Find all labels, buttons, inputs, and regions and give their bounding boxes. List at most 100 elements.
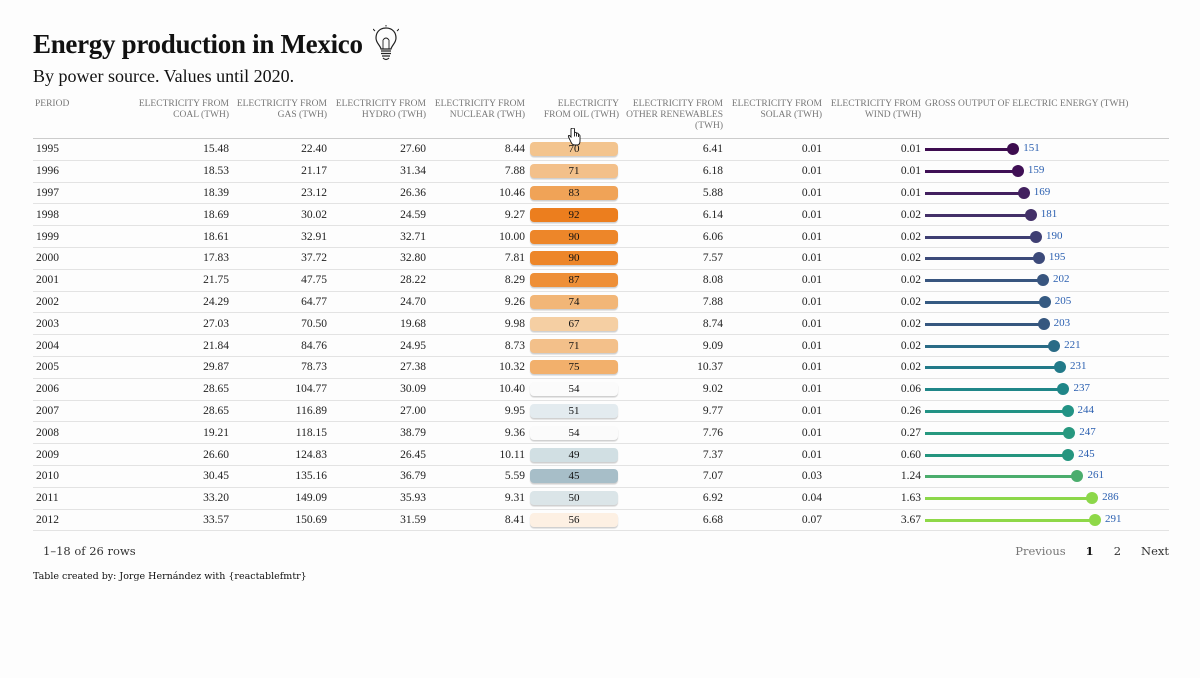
cell-wind: 0.01 xyxy=(824,138,923,161)
oil-value-pill: 50 xyxy=(530,491,618,506)
cell-gross-output: 244 xyxy=(923,400,1169,423)
lollipop-dot xyxy=(1007,143,1020,156)
table-body: 1995 15.48 22.40 27.60 8.44 70 6.41 0.01 0.01 151… xyxy=(33,138,1169,532)
pagination: Previous 1 2 Next xyxy=(995,544,1169,558)
table-row: 2007 28.65 116.89 27.00 9.95 51 9.77 0.01 0.26 24… xyxy=(33,400,1169,423)
lightbulb-icon xyxy=(372,25,399,61)
lollipop-dot xyxy=(1086,492,1099,505)
page: Energy production in Mexico By power sou… xyxy=(33,24,1169,582)
cell-other-renewables: 7.76 xyxy=(621,421,725,445)
cell-period: 1997 xyxy=(33,182,133,205)
cell-solar: 0.01 xyxy=(725,138,824,161)
cell-oil: 51 xyxy=(527,400,621,423)
previous-button[interactable]: Previous xyxy=(1015,544,1066,559)
header-wind[interactable]: ELECTRICITY FROM WIND (TWH) xyxy=(824,95,923,139)
cell-gross-output: 247 xyxy=(923,421,1169,445)
table-row: 2008 19.21 118.15 38.79 9.36 54 7.76 0.01 0.27 24… xyxy=(33,421,1169,445)
header-other-renewables[interactable]: ELECTRICITY FROM OTHER RENEWABLES (TWH) xyxy=(621,95,725,139)
cell-gas: 116.89 xyxy=(231,400,329,423)
cell-coal: 21.75 xyxy=(133,269,231,292)
cell-period: 2002 xyxy=(33,291,133,314)
header-solar[interactable]: ELECTRICITY FROM SOLAR (TWH) xyxy=(725,95,824,139)
cell-period: 2008 xyxy=(33,421,133,445)
cell-solar: 0.01 xyxy=(725,225,824,248)
gross-value-label: 190 xyxy=(1045,229,1063,242)
cell-wind: 0.26 xyxy=(824,400,923,423)
cell-nuclear: 8.73 xyxy=(428,334,527,357)
cell-coal: 15.48 xyxy=(133,138,231,161)
cell-hydro: 24.59 xyxy=(329,203,428,227)
oil-value-pill: 75 xyxy=(530,360,618,375)
cell-gas: 47.75 xyxy=(231,269,329,292)
cell-hydro: 30.09 xyxy=(329,378,428,401)
gross-value-label: 231 xyxy=(1069,360,1087,373)
cell-solar: 0.03 xyxy=(725,465,824,488)
table-row: 2012 33.57 150.69 31.59 8.41 56 6.68 0.07 3.67 29… xyxy=(33,509,1169,532)
cell-gross-output: 231 xyxy=(923,356,1169,379)
cell-hydro: 31.59 xyxy=(329,509,428,532)
cell-wind: 0.01 xyxy=(824,160,923,183)
lollipop-bar: 237 xyxy=(923,379,1169,399)
oil-value-pill: 54 xyxy=(530,425,618,440)
cell-coal: 18.69 xyxy=(133,203,231,227)
cell-oil: 87 xyxy=(527,269,621,292)
next-button[interactable]: Next xyxy=(1141,544,1169,559)
cell-coal: 33.20 xyxy=(133,487,231,510)
cell-wind: 0.02 xyxy=(824,247,923,270)
cell-period: 2006 xyxy=(33,378,133,401)
cell-oil: 50 xyxy=(527,487,621,510)
cell-gas: 150.69 xyxy=(231,509,329,532)
cell-nuclear: 9.26 xyxy=(428,291,527,314)
gross-value-label: 159 xyxy=(1027,164,1045,177)
cell-coal: 19.21 xyxy=(133,421,231,445)
cell-wind: 0.27 xyxy=(824,421,923,445)
cell-gas: 135.16 xyxy=(231,465,329,488)
table-row: 2000 17.83 37.72 32.80 7.81 90 7.57 0.01 0.02 195 xyxy=(33,247,1169,270)
table-row: 2006 28.65 104.77 30.09 10.40 54 9.02 0.01 0.06 2… xyxy=(33,378,1169,401)
cell-other-renewables: 9.77 xyxy=(621,400,725,423)
lollipop-bar: 202 xyxy=(923,270,1169,290)
header-hydro[interactable]: ELECTRICITY FROM HYDRO (TWH) xyxy=(329,95,428,139)
lollipop-line xyxy=(925,475,1078,479)
cell-other-renewables: 7.57 xyxy=(621,247,725,270)
lollipop-line xyxy=(925,344,1055,348)
cell-coal: 18.61 xyxy=(133,225,231,248)
oil-value-pill: 67 xyxy=(530,316,618,331)
cell-other-renewables: 6.06 xyxy=(621,225,725,248)
lollipop-dot xyxy=(1071,470,1084,483)
cell-solar: 0.01 xyxy=(725,400,824,423)
cell-period: 2001 xyxy=(33,269,133,292)
header-period[interactable]: PERIOD xyxy=(33,95,133,139)
cell-gross-output: 286 xyxy=(923,487,1169,510)
cell-coal: 28.65 xyxy=(133,400,231,423)
header-gross-output[interactable]: GROSS OUTPUT OF ELECTRIC ENERGY (TWH) xyxy=(923,95,1169,139)
cell-nuclear: 10.40 xyxy=(428,378,527,401)
page-2-button[interactable]: 2 xyxy=(1113,544,1122,559)
cell-oil: 90 xyxy=(527,247,621,270)
cell-nuclear: 10.32 xyxy=(428,356,527,379)
energy-table: PERIOD ELECTRICITY FROM COAL (TWH) ELECT… xyxy=(33,95,1169,532)
lollipop-line xyxy=(925,453,1069,457)
lollipop-bar: 190 xyxy=(923,227,1169,247)
cell-period: 2009 xyxy=(33,443,133,466)
cell-gas: 78.73 xyxy=(231,356,329,379)
lollipop-line xyxy=(925,366,1060,370)
cell-hydro: 27.60 xyxy=(329,138,428,161)
gross-value-label: 195 xyxy=(1048,251,1066,264)
lollipop-dot xyxy=(1053,361,1066,374)
header-gas[interactable]: ELECTRICITY FROM GAS (TWH) xyxy=(231,95,329,139)
page-1-button[interactable]: 1 xyxy=(1085,544,1094,559)
cell-solar: 0.01 xyxy=(725,356,824,379)
lollipop-dot xyxy=(1062,448,1075,461)
cell-other-renewables: 8.08 xyxy=(621,269,725,292)
cell-gas: 118.15 xyxy=(231,421,329,445)
header-coal[interactable]: ELECTRICITY FROM COAL (TWH) xyxy=(133,95,231,139)
cell-period: 2010 xyxy=(33,465,133,488)
header-nuclear[interactable]: ELECTRICITY FROM NUCLEAR (TWH) xyxy=(428,95,527,139)
cell-solar: 0.01 xyxy=(725,269,824,292)
cell-gross-output: 202 xyxy=(923,269,1169,292)
cell-gas: 104.77 xyxy=(231,378,329,401)
cell-gross-output: 203 xyxy=(923,312,1169,336)
lollipop-line xyxy=(925,279,1043,283)
cell-solar: 0.01 xyxy=(725,160,824,183)
